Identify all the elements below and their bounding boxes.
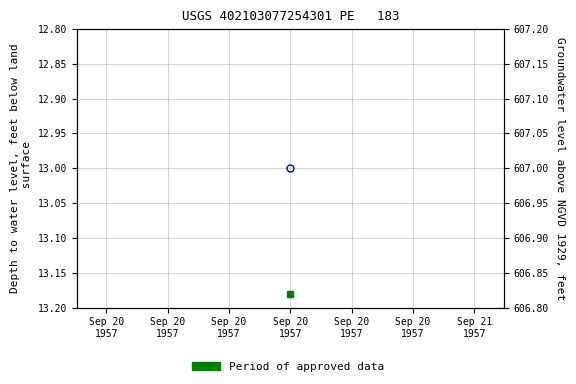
Y-axis label: Depth to water level, feet below land
 surface: Depth to water level, feet below land su… — [10, 43, 32, 293]
Legend: Period of approved data: Period of approved data — [188, 358, 388, 377]
Title: USGS 402103077254301 PE   183: USGS 402103077254301 PE 183 — [181, 10, 399, 23]
Y-axis label: Groundwater level above NGVD 1929, feet: Groundwater level above NGVD 1929, feet — [555, 36, 566, 300]
